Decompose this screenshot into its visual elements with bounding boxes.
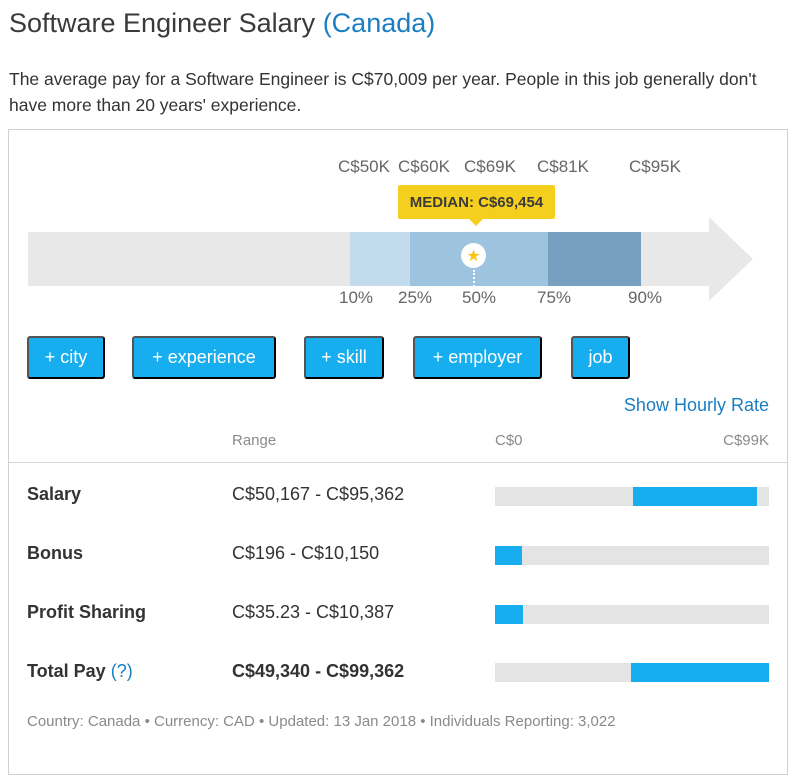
amount-p75: C$81K <box>537 157 589 176</box>
total-pay-range: C$49,340 - C$99,362 <box>232 661 405 681</box>
title-text: Software Engineer Salary <box>9 8 316 38</box>
profit-sharing-range-track <box>495 605 769 624</box>
percentile-90: 90% <box>628 288 663 307</box>
add-skill-button[interactable]: + skill <box>304 336 384 379</box>
scale-min-label: C$0 <box>495 432 523 449</box>
percentile-50: 50% <box>462 288 497 307</box>
salary-range-track <box>495 487 769 506</box>
data-footer: Country: Canada • Currency: CAD • Update… <box>27 713 616 730</box>
median-star-icon: ★ <box>461 243 486 268</box>
range-segment-p75-p90 <box>548 232 641 286</box>
salary-range: C$50,167 - C$95,362 <box>232 484 405 504</box>
bonus-label: Bonus <box>27 543 83 563</box>
show-hourly-rate-link[interactable]: Show Hourly Rate <box>623 395 769 415</box>
bonus-range-track <box>495 546 769 565</box>
add-employer-button[interactable]: + employer <box>413 336 542 379</box>
profit-sharing-range: C$35.23 - C$10,387 <box>232 602 395 622</box>
table-divider <box>9 462 787 463</box>
total-pay-range-track <box>495 663 769 682</box>
total-pay-range-bar <box>631 663 769 682</box>
amount-p25: C$60K <box>398 157 450 176</box>
add-city-button[interactable]: + city <box>27 336 105 379</box>
pay-range-arrow-head <box>709 217 753 301</box>
scale-max-label: C$99K <box>723 432 769 449</box>
salary-summary: The average pay for a Software Engineer … <box>9 69 757 115</box>
range-column-header: Range <box>232 432 277 449</box>
total-pay-help-link[interactable]: (?) <box>110 661 133 681</box>
total-pay-label: Total Pay (?) <box>27 661 133 681</box>
profit-sharing-label: Profit Sharing <box>27 602 147 622</box>
median-marker-line <box>473 270 475 290</box>
salary-range-bar <box>633 487 757 506</box>
add-experience-button[interactable]: + experience <box>132 336 276 379</box>
bonus-range: C$196 - C$10,150 <box>232 543 380 563</box>
median-badge: MEDIAN: C$69,454 <box>398 185 555 226</box>
bonus-range-bar <box>495 546 522 565</box>
range-segment-p10-p25 <box>350 232 410 286</box>
percentile-75: 75% <box>537 288 572 307</box>
percentile-10: 10% <box>339 288 374 307</box>
profit-sharing-range-bar <box>495 605 523 624</box>
amount-p10: C$50K <box>338 157 390 176</box>
salary-label: Salary <box>27 484 82 504</box>
title-country[interactable]: (Canada) <box>322 8 436 38</box>
page-title: Software Engineer Salary (Canada) <box>9 8 435 39</box>
amount-p50: C$69K <box>464 157 516 176</box>
job-button[interactable]: job <box>571 336 630 379</box>
percentile-25: 25% <box>398 288 433 307</box>
amount-p90: C$95K <box>629 157 681 176</box>
